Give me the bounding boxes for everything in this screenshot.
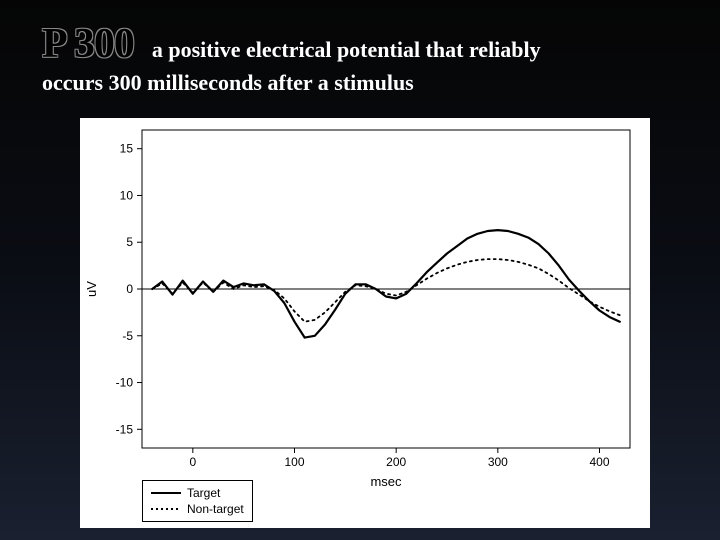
legend-swatch-solid xyxy=(151,487,181,499)
svg-text:100: 100 xyxy=(284,455,304,469)
svg-text:10: 10 xyxy=(120,188,134,202)
svg-text:uV: uV xyxy=(84,281,99,297)
svg-text:5: 5 xyxy=(126,235,133,249)
page-title: P 300 xyxy=(42,20,134,68)
svg-text:-10: -10 xyxy=(116,376,134,390)
chart-svg: -15 -10 -5 0 5 10 15 0 100 200 300 400 msec uV xyxy=(80,118,650,528)
chart-legend: Target Non-target xyxy=(142,480,253,522)
svg-text:15: 15 xyxy=(120,142,134,156)
legend-item-target: Target xyxy=(151,485,244,501)
svg-text:0: 0 xyxy=(189,455,196,469)
svg-text:-15: -15 xyxy=(116,422,134,436)
header: P 300 a positive electrical potential th… xyxy=(42,20,700,96)
legend-label: Non-target xyxy=(187,502,244,516)
svg-text:300: 300 xyxy=(488,455,508,469)
svg-text:-5: -5 xyxy=(122,329,133,343)
subtitle-line-2: occurs 300 milliseconds after a stimulus xyxy=(42,70,700,96)
legend-label: Target xyxy=(187,486,220,500)
legend-item-nontarget: Non-target xyxy=(151,501,244,517)
erp-chart: -15 -10 -5 0 5 10 15 0 100 200 300 400 msec uV Target… xyxy=(80,118,650,528)
svg-text:400: 400 xyxy=(589,455,609,469)
legend-swatch-dotted xyxy=(151,503,181,515)
svg-text:msec: msec xyxy=(370,474,402,489)
svg-text:200: 200 xyxy=(386,455,406,469)
subtitle-line-1: a positive electrical potential that rel… xyxy=(152,37,541,62)
svg-text:0: 0 xyxy=(126,282,133,296)
